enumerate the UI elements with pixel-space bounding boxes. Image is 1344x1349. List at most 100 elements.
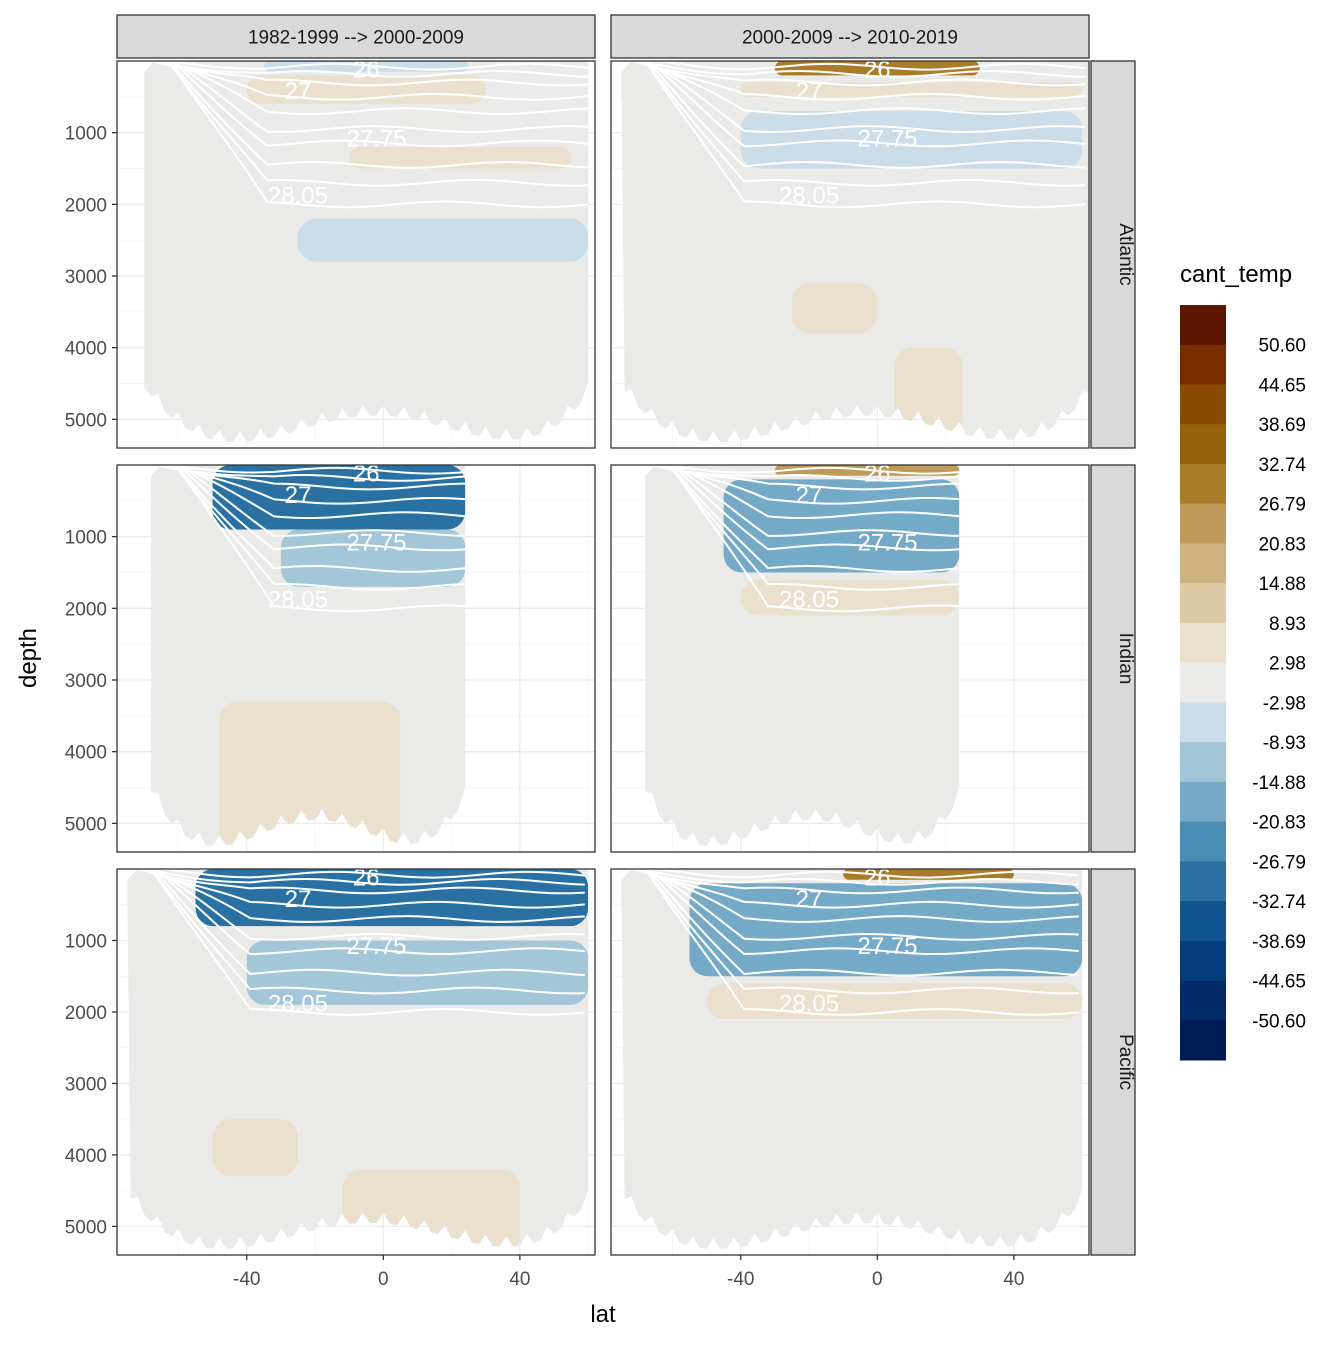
y-tick-label: 4000 (65, 743, 107, 764)
legend-swatch (1180, 861, 1226, 902)
isopycnal-line (621, 61, 1086, 78)
panel-border (116, 60, 596, 449)
isopycnal-label: 26 (864, 865, 891, 892)
isopycnal-line (621, 869, 1079, 909)
y-tick-label: 3000 (65, 267, 107, 288)
legend-swatch (1180, 305, 1226, 346)
isopycnal-label: 28.05 (268, 587, 328, 614)
anomaly-patch (706, 983, 1083, 1020)
isopycnal-line (621, 61, 1086, 71)
panel-indian-0: 26 27 27.75 28.05 (116, 464, 596, 853)
legend-swatch (1180, 980, 1226, 1021)
isopycnal-line (621, 869, 1079, 886)
isopycnal-contours: 26 27 27.75 28.05 (144, 61, 589, 210)
isopycnal-line (645, 465, 960, 475)
isopycnal-label: 27 (796, 886, 823, 913)
isopycnal-line (127, 869, 585, 1016)
legend-label: 2.98 (1269, 654, 1306, 675)
isopycnal-line (621, 869, 1079, 956)
isopycnal-contours: 26 27 27.75 28.05 (645, 465, 960, 614)
isopycnal-line (151, 465, 466, 520)
row-strip (1090, 60, 1136, 449)
isopycnal-line (621, 869, 1079, 941)
isopycnal-line (645, 465, 960, 591)
isopycnal-label: 28.05 (268, 183, 328, 210)
isopycnal-line (621, 61, 1086, 209)
isopycnal-line (621, 61, 1086, 169)
isopycnal-line (151, 465, 466, 491)
isopycnal-line (144, 61, 589, 169)
isopycnal-label: 27 (285, 482, 312, 509)
panel-border (610, 60, 1090, 449)
legend-label: 38.69 (1258, 415, 1306, 436)
legend-label: -26.79 (1252, 852, 1306, 873)
isopycnal-line (144, 61, 589, 101)
isopycnal-label: 27.75 (858, 933, 918, 960)
panels-layer: 26 27 27.75 28.05 26 27 27.75 28.05 26 27 27.75 28.… (116, 60, 1090, 1256)
legend-swatch (1180, 901, 1226, 942)
legend-swatch (1180, 702, 1226, 743)
isopycnal-line (127, 869, 585, 923)
isopycnal-line (151, 465, 466, 505)
column-strip-label: 1982-1999 --> 2000-2009 (248, 28, 464, 49)
anomaly-patch (689, 883, 1083, 977)
isopycnal-line (144, 61, 589, 187)
x-tick-label: 0 (872, 1269, 883, 1290)
legend-label: -38.69 (1252, 932, 1306, 953)
y-tick-label: 4000 (65, 339, 107, 360)
anomaly-patch (195, 869, 589, 927)
isopycnal-line (144, 61, 589, 133)
isopycnal-line (144, 61, 589, 209)
legend-label: 14.88 (1258, 574, 1306, 595)
panel-border (116, 868, 596, 1256)
isopycnal-line (645, 465, 960, 613)
isopycnal-line (621, 869, 1079, 923)
column-strip (610, 14, 1090, 59)
isopycnal-label: 26 (353, 865, 380, 892)
panel-pacific-0: 26 27 27.75 28.05 (116, 865, 596, 1256)
legend-label: -14.88 (1252, 773, 1306, 794)
y-tick-label: 5000 (65, 410, 107, 431)
isopycnal-line (151, 465, 466, 591)
isopycnal-label: 27.75 (346, 125, 406, 152)
legend-label: 44.65 (1258, 375, 1306, 396)
isopycnal-line (127, 869, 585, 909)
anomaly-patch (740, 82, 1083, 97)
anomaly-patch (843, 869, 1014, 880)
y-tick-label: 3000 (65, 671, 107, 692)
isopycnal-line (144, 61, 589, 71)
legend-label: -8.93 (1263, 733, 1306, 754)
y-tick-label: 1000 (65, 528, 107, 549)
isopycnal-line (621, 869, 1079, 995)
isopycnal-line (151, 465, 466, 613)
isopycnal-label: 27 (796, 482, 823, 509)
legend-swatch (1180, 583, 1226, 624)
legend-label: -20.83 (1252, 813, 1306, 834)
isopycnal-contours: 26 27 27.75 28.05 (621, 865, 1079, 1017)
legend-label: -50.60 (1252, 1011, 1306, 1032)
legend-swatch (1180, 662, 1226, 703)
x-tick-label: 40 (509, 1269, 530, 1290)
y-tick-label: 1000 (65, 931, 107, 952)
isopycnal-line (127, 869, 585, 995)
panel-indian-1: 26 27 27.75 28.05 (610, 464, 1090, 853)
isopycnal-line (621, 61, 1086, 87)
panel-border (116, 464, 596, 853)
isopycnal-line (645, 465, 960, 482)
isopycnal-line (621, 61, 1086, 187)
isopycnal-line (127, 869, 585, 886)
strips-layer: 1982-1999 --> 2000-2009 2000-2009 --> 201… (116, 14, 1136, 1256)
isopycnal-line (645, 465, 960, 552)
anomaly-patch (791, 283, 878, 334)
y-tick-label: 3000 (65, 1074, 107, 1095)
row-strip-label: Atlantic (1115, 223, 1136, 285)
isopycnal-line (621, 61, 1086, 116)
column-strip-label: 2000-2009 --> 2010-2019 (742, 28, 958, 49)
legend-label: 8.93 (1269, 614, 1306, 635)
isopycnal-label: 27.75 (346, 933, 406, 960)
legend-swatch (1180, 940, 1226, 982)
anomaly-patch (740, 111, 1083, 169)
y-tick-label: 2000 (65, 1003, 107, 1024)
y-tick-label: 4000 (65, 1146, 107, 1167)
isopycnal-line (645, 465, 960, 537)
